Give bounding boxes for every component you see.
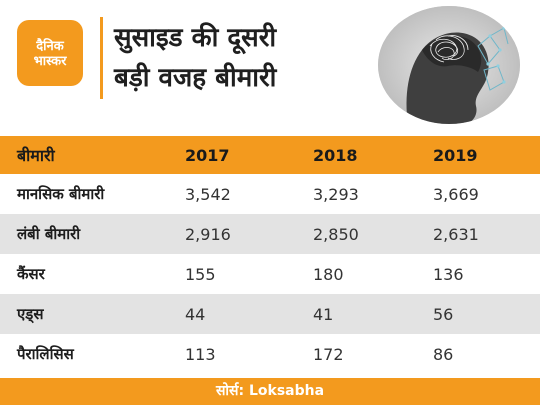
table-row: पैरालिसिस 113 172 86 xyxy=(0,334,540,374)
table-header-row: बीमारी 2017 2018 2019 xyxy=(0,136,540,174)
cell-value: 44 xyxy=(185,304,206,324)
cell-value: 180 xyxy=(313,264,344,284)
source-text: सोर्स: Loksabha xyxy=(215,383,325,399)
dainik-bhaskar-logo: दैनिक भास्कर xyxy=(17,20,83,86)
table-row: मानसिक बीमारी 3,542 3,293 3,669 xyxy=(0,174,540,214)
head-silhouette-image xyxy=(378,6,520,124)
cell-value: 3,542 xyxy=(185,184,231,204)
cell-value: 3,669 xyxy=(433,184,479,204)
logo-text-line2: भास्कर xyxy=(33,54,67,69)
cell-value: 172 xyxy=(313,344,344,364)
disease-suicide-table: बीमारी 2017 2018 2019 मानसिक बीमारी 3,54… xyxy=(0,136,540,374)
cell-value: 113 xyxy=(185,344,216,364)
cell-value: 2,850 xyxy=(313,224,359,244)
table-row: कैंसर 155 180 136 xyxy=(0,254,540,294)
cell-value: 3,293 xyxy=(313,184,359,204)
header-2017: 2017 xyxy=(185,145,230,165)
logo-text-line1: दैनिक xyxy=(36,39,64,54)
cell-value: 155 xyxy=(185,264,216,284)
cell-value: 41 xyxy=(313,304,334,324)
table-row: एड्स 44 41 56 xyxy=(0,294,540,334)
headline: सुसाइड की दूसरी बड़ी वजह बीमारी xyxy=(114,18,384,98)
cell-value: 2,916 xyxy=(185,224,231,244)
headline-line2: बड़ी वजह बीमारी xyxy=(114,63,277,93)
headline-divider xyxy=(100,17,103,99)
headline-line1: सुसाइड की दूसरी xyxy=(114,23,277,53)
row-label: मानसिक बीमारी xyxy=(17,185,105,203)
illustration-head-photo xyxy=(378,6,520,124)
row-label: पैरालिसिस xyxy=(17,345,74,363)
row-label: लंबी बीमारी xyxy=(17,225,81,243)
header-disease: बीमारी xyxy=(17,146,55,165)
row-label: कैंसर xyxy=(17,265,45,283)
source-footer: सोर्स: Loksabha xyxy=(0,378,540,405)
header-2019: 2019 xyxy=(433,145,478,165)
cell-value: 86 xyxy=(433,344,454,364)
header-2018: 2018 xyxy=(313,145,358,165)
cell-value: 56 xyxy=(433,304,454,324)
table-row: लंबी बीमारी 2,916 2,850 2,631 xyxy=(0,214,540,254)
cell-value: 136 xyxy=(433,264,464,284)
row-label: एड्स xyxy=(17,305,44,323)
cell-value: 2,631 xyxy=(433,224,479,244)
